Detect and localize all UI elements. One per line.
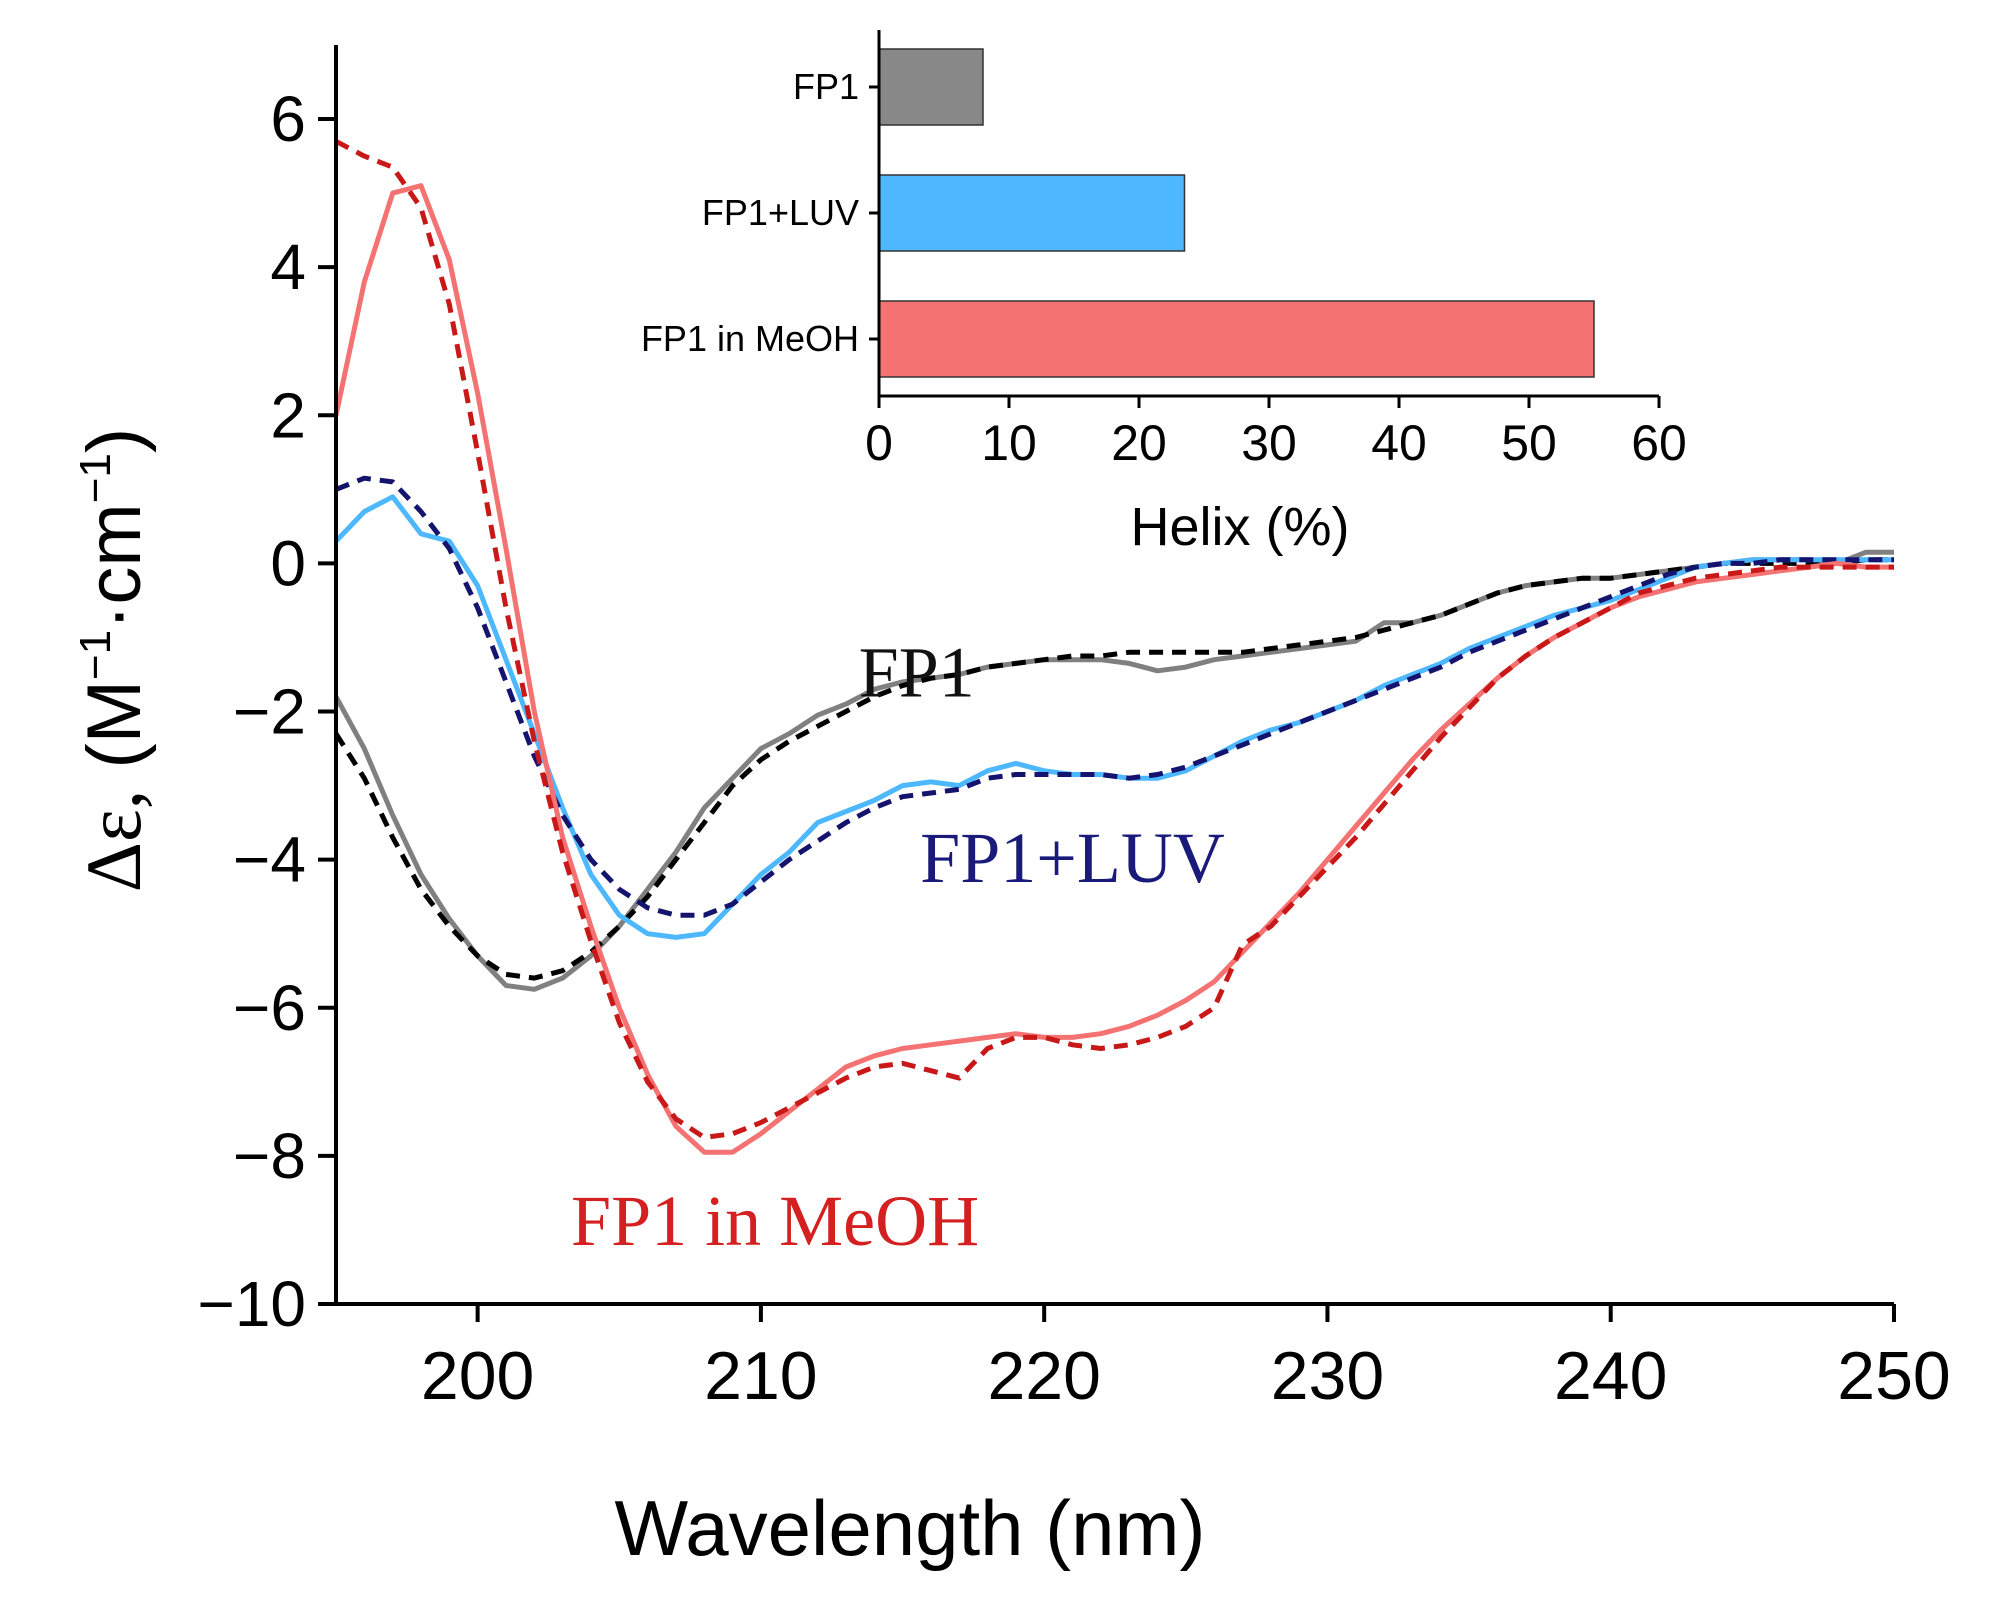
- y-axis-label-prefix: Δε,: [70, 790, 157, 892]
- x-tick-label: 240: [1554, 1338, 1667, 1414]
- y-axis-label-exp2: −1: [71, 453, 120, 503]
- helix-bar-1: [878, 174, 1186, 252]
- y-tick-label: −10: [197, 1268, 306, 1340]
- inset-plot: 0 10 20 30 40 50 60 FP1 FP1+LUV FP1 in MeOH Heli…: [641, 30, 1687, 557]
- inset-category-label: FP1: [793, 66, 859, 107]
- inset-x-tick-label: 50: [1501, 415, 1557, 471]
- y-axis-label: Δε, (M−1·cm−1): [70, 428, 157, 892]
- x-tick-label: 220: [987, 1338, 1100, 1414]
- inset-x-tick-label: 40: [1371, 415, 1427, 471]
- y-tick-label: −4: [233, 824, 306, 896]
- main-x-ticks: 200 210 220 230 240 250: [421, 1304, 1951, 1414]
- annotation-meoh: FP1 in MeOH: [571, 1181, 979, 1261]
- y-axis-label-unit-open: (M: [72, 680, 157, 790]
- main-annotations: FP1 FP1+LUV FP1 in MeOH: [571, 633, 1225, 1261]
- inset-x-ticks: 0 10 20 30 40 50 60: [865, 396, 1687, 471]
- y-tick-label: −2: [233, 676, 306, 748]
- y-axis-label-close: ): [72, 428, 157, 453]
- x-tick-label: 210: [704, 1338, 817, 1414]
- inset-x-tick-label: 30: [1241, 415, 1297, 471]
- y-tick-label: 6: [270, 83, 306, 155]
- y-axis-label-mid: ·cm: [72, 503, 157, 630]
- inset-x-axis-label: Helix (%): [1130, 497, 1349, 557]
- y-tick-label: −6: [233, 972, 306, 1044]
- series-line-1: [333, 557, 1894, 981]
- inset-x-tick-label: 10: [981, 415, 1037, 471]
- x-tick-label: 230: [1271, 1338, 1384, 1414]
- x-axis-label: Wavelength (nm): [615, 1484, 1206, 1572]
- y-tick-label: 4: [270, 231, 306, 303]
- series-line-4: [333, 183, 1894, 1155]
- annotation-fp1: FP1: [859, 633, 975, 713]
- y-tick-label: 2: [270, 379, 306, 451]
- main-series-group: [333, 139, 1894, 1155]
- y-tick-label: 0: [270, 527, 306, 599]
- inset-category-label: FP1+LUV: [702, 192, 859, 233]
- inset-category-label: FP1 in MeOH: [641, 318, 859, 359]
- inset-x-tick-label: 20: [1111, 415, 1167, 471]
- annotation-luv: FP1+LUV: [920, 818, 1225, 898]
- helix-bar-0: [878, 48, 984, 126]
- y-axis-label-exp1: −1: [71, 630, 120, 680]
- inset-bars: [878, 48, 1595, 378]
- series-line-0: [333, 549, 1894, 992]
- series-line-3: [335, 475, 1894, 918]
- inset-category-labels: FP1 FP1+LUV FP1 in MeOH: [641, 66, 879, 359]
- series-line-5: [334, 139, 1894, 1140]
- y-tick-label: −8: [233, 1120, 306, 1192]
- x-tick-label: 250: [1837, 1338, 1950, 1414]
- inset-x-tick-label: 0: [865, 415, 893, 471]
- helix-bar-2: [878, 300, 1595, 378]
- inset-x-tick-label: 60: [1631, 415, 1687, 471]
- x-tick-label: 200: [421, 1338, 534, 1414]
- main-y-ticks: −10 −8 −6 −4 −2 0 2 4 6: [197, 83, 336, 1340]
